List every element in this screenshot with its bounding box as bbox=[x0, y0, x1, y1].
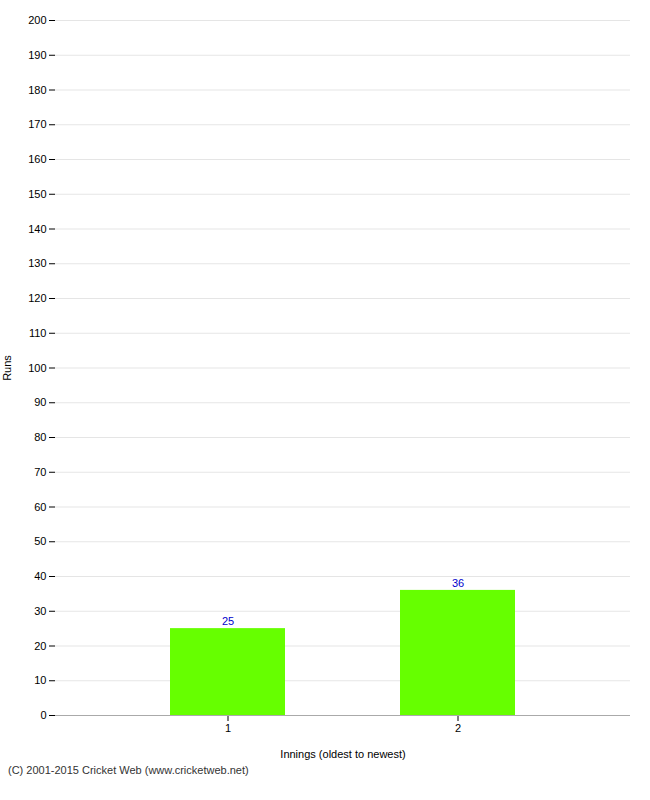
svg-text:190: 190 bbox=[28, 49, 46, 61]
svg-text:60: 60 bbox=[34, 501, 46, 513]
svg-text:200: 200 bbox=[28, 14, 46, 26]
svg-text:36: 36 bbox=[452, 577, 464, 589]
svg-text:2: 2 bbox=[455, 722, 461, 734]
svg-text:40: 40 bbox=[34, 570, 46, 582]
svg-text:Innings (oldest to newest): Innings (oldest to newest) bbox=[280, 748, 405, 760]
svg-text:25: 25 bbox=[222, 615, 234, 627]
svg-text:150: 150 bbox=[28, 188, 46, 200]
svg-text:140: 140 bbox=[28, 223, 46, 235]
svg-text:90: 90 bbox=[34, 396, 46, 408]
svg-text:Runs: Runs bbox=[1, 355, 13, 381]
svg-text:30: 30 bbox=[34, 605, 46, 617]
svg-text:0: 0 bbox=[40, 709, 46, 721]
svg-text:160: 160 bbox=[28, 153, 46, 165]
svg-text:110: 110 bbox=[29, 327, 47, 339]
svg-text:180: 180 bbox=[28, 84, 46, 96]
svg-text:170: 170 bbox=[28, 118, 46, 130]
svg-text:10: 10 bbox=[34, 674, 46, 686]
svg-text:50: 50 bbox=[34, 535, 46, 547]
svg-text:70: 70 bbox=[34, 466, 46, 478]
svg-text:130: 130 bbox=[28, 257, 46, 269]
html-text:(C) 2001-2015 Cricket Web (www: (C) 2001-2015 Cricket Web (www.cricketwe… bbox=[8, 764, 249, 776]
svg-text:100: 100 bbox=[28, 362, 46, 374]
svg-text:80: 80 bbox=[34, 431, 46, 443]
svg-text:20: 20 bbox=[34, 640, 46, 652]
svg-text:120: 120 bbox=[28, 292, 46, 304]
svg-text:1: 1 bbox=[225, 722, 231, 734]
